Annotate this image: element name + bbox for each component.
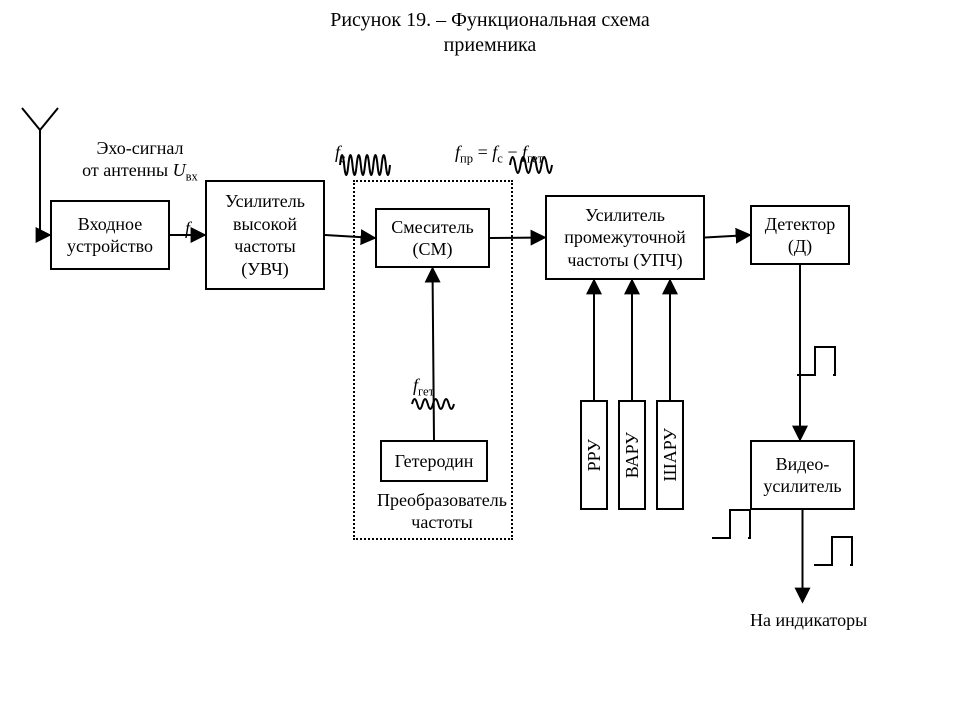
label-converter: Преобразовательчастоты (362, 490, 522, 533)
block-sharu: ШАРУ (656, 400, 684, 510)
block-detector: Детектор (Д) (750, 205, 850, 265)
label-echo-signal: Эхо-сигналот антенны Uвх (60, 138, 220, 184)
block-if-amplifier: Усилитель промежуточной частоты (УПЧ) (545, 195, 705, 280)
caption-line2: приемника (444, 34, 537, 56)
figure-caption: Рисунок 19. – Функциональная схема прием… (280, 8, 700, 58)
block-varu: ВАРУ (618, 400, 646, 510)
label-f: f (185, 218, 190, 240)
label-to-indicators: На индикаторы (750, 610, 867, 632)
label-fget: fгет (413, 375, 434, 400)
caption-line1: Рисунок 19. – Функциональная схема (330, 9, 650, 31)
block-video-amplifier: Видео-усилитель (750, 440, 855, 510)
block-mixer: Смеситель (СМ) (375, 208, 490, 268)
block-rf-amplifier: Усилитель высокой частоты (УВЧ) (205, 180, 325, 290)
label-fc: fc (335, 142, 346, 167)
block-heterodyne: Гетеродин (380, 440, 488, 482)
block-input-device: Входное устройство (50, 200, 170, 270)
label-fpr-equation: fпр = fc − fгет (455, 142, 543, 167)
block-rru: РРУ (580, 400, 608, 510)
